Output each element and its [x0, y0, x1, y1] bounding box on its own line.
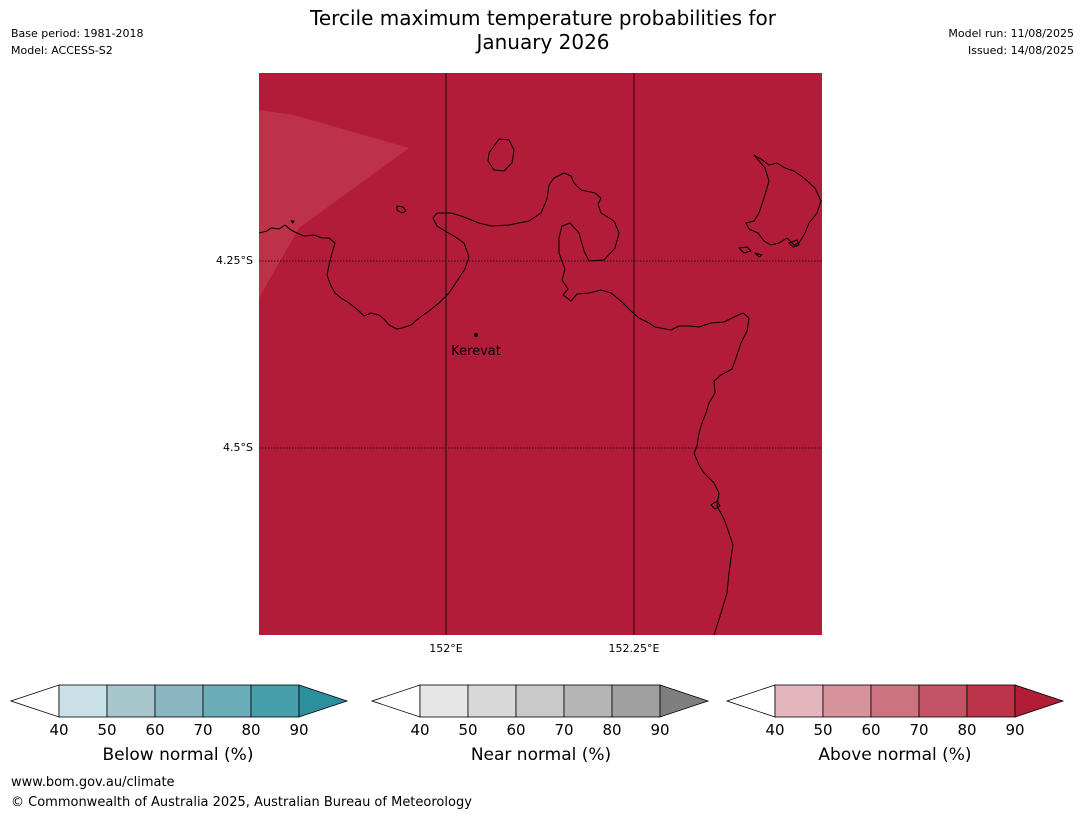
colorbar-near-normal [371, 684, 710, 718]
colorbar-low-extension [371, 684, 421, 718]
legend-above-tick: 40 [765, 721, 785, 739]
colorbar-segment [870, 684, 920, 718]
colorbar-segment [106, 684, 156, 718]
lon-label-152: 152°E [429, 642, 463, 655]
model-text: Model: ACCESS-S2 [11, 44, 113, 57]
colorbar-segment [822, 684, 872, 718]
colorbar-segment [202, 684, 252, 718]
issued-text: Issued: 14/08/2025 [967, 44, 1074, 57]
legend-near-title: Near normal (%) [470, 745, 612, 765]
title-line-1: Tercile maximum temperature probabilitie… [310, 6, 776, 30]
colorbar-high-extension [659, 684, 710, 718]
colorbar-segment [58, 684, 108, 718]
legend-below-tick: 40 [49, 721, 69, 739]
colorbar-segment [467, 684, 517, 718]
legend-near-tick: 40 [410, 721, 430, 739]
legend-near-tick: 60 [506, 721, 526, 739]
map-canvas: Kerevat [259, 73, 822, 635]
colorbar-below-normal [10, 684, 349, 718]
lower-probability-region [259, 110, 409, 298]
base-period-text: Base period: 1981-2018 [11, 27, 144, 40]
legend-above-tick: 90 [1005, 721, 1025, 739]
metadata-right: Model run: 11/08/2025 Issued: 14/08/2025 [948, 25, 1074, 59]
footer-copyright: © Commonwealth of Australia 2025, Austra… [11, 795, 472, 810]
colorbar-segment [250, 684, 300, 718]
colorbar-segment [419, 684, 469, 718]
colorbar-segment [966, 684, 1016, 718]
model-run-text: Model run: 11/08/2025 [948, 27, 1074, 40]
legend-near-tick: 90 [650, 721, 670, 739]
legend-near-tick: 70 [554, 721, 574, 739]
lat-label-4-25: 4.25°S [216, 254, 253, 267]
lat-label-4-5: 4.5°S [223, 441, 253, 454]
legend-below-normal [10, 684, 350, 720]
colorbar-segment [611, 684, 661, 718]
colorbar-segment [515, 684, 565, 718]
title-line-2: January 2026 [476, 30, 610, 54]
lon-label-152-25: 152.25°E [608, 642, 660, 655]
coastline [259, 138, 822, 635]
colorbar-above-normal [726, 684, 1065, 718]
legend-below-tick: 90 [289, 721, 309, 739]
legend-near-tick: 50 [458, 721, 478, 739]
probability-map: Kerevat [259, 73, 822, 635]
legend-above-normal [726, 684, 1066, 720]
footer-url: www.bom.gov.au/climate [11, 775, 175, 790]
map-title: Tercile maximum temperature probabilitie… [243, 6, 843, 54]
legend-near-normal [371, 684, 711, 720]
legend-below-title: Below normal (%) [102, 745, 254, 765]
metadata-left: Base period: 1981-2018 Model: ACCESS-S2 [11, 25, 143, 59]
colorbar-high-extension [1014, 684, 1065, 718]
legend-below-tick: 60 [145, 721, 165, 739]
legend-above-tick: 80 [957, 721, 977, 739]
colorbar-low-extension [726, 684, 776, 718]
legend-below-tick: 50 [97, 721, 117, 739]
colorbar-segment [774, 684, 824, 718]
colorbar-segment [918, 684, 968, 718]
legend-below-tick: 80 [241, 721, 261, 739]
colorbar-segment [154, 684, 204, 718]
legend-near-tick: 80 [602, 721, 622, 739]
legend-above-title: Above normal (%) [818, 745, 972, 765]
kerevat-marker [474, 333, 478, 337]
kerevat-label: Kerevat [451, 344, 501, 359]
colorbar-low-extension [10, 684, 60, 718]
colorbar-high-extension [298, 684, 349, 718]
colorbar-segment [563, 684, 613, 718]
legend-below-tick: 70 [193, 721, 213, 739]
legend-above-tick: 60 [861, 721, 881, 739]
legend-above-tick: 70 [909, 721, 929, 739]
legend-above-tick: 50 [813, 721, 833, 739]
